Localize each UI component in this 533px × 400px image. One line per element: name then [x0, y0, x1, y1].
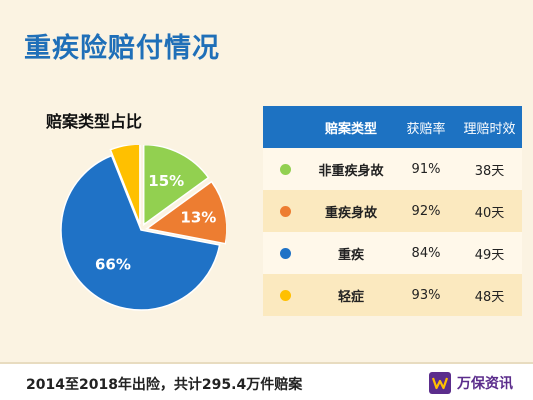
- pie-slice: [109, 145, 141, 225]
- table-header: 赔案类型 获赔率 理赔时效: [263, 106, 522, 148]
- cell-time: 49天: [474, 247, 505, 263]
- table-row: 轻症 93% 48天: [263, 274, 522, 316]
- table-row: 重疾 84% 49天: [263, 232, 522, 274]
- cell-type: 重疾: [337, 247, 364, 263]
- cell-type: 重疾身故: [324, 205, 377, 221]
- legend-dot: [279, 205, 291, 217]
- footer-bar: 2014至2018年出险，共计295.4万件赔案 万保资讯: [0, 362, 533, 400]
- legend-dot: [279, 247, 291, 259]
- pie-slice: [60, 154, 221, 311]
- chart-title: 赔案类型占比: [46, 112, 143, 131]
- pie-slice-label: 15%: [148, 172, 184, 190]
- footer-note: 2014至2018年出险，共计295.4万件赔案: [26, 377, 303, 393]
- pie-slice: [145, 180, 226, 245]
- cell-rate: 92%: [411, 203, 441, 219]
- pie-slice: [142, 145, 210, 227]
- table-row: 重疾身故 92% 40天: [263, 190, 522, 232]
- brand-logo: 万保资讯: [429, 372, 513, 394]
- page-title: 重疾险赔付情况: [24, 33, 220, 64]
- cell-time: 38天: [474, 163, 505, 179]
- brand-logo-icon: [429, 372, 451, 394]
- cell-time: 40天: [474, 205, 505, 221]
- brand-name: 万保资讯: [457, 376, 513, 392]
- cell-rate: 84%: [411, 245, 441, 261]
- cell-time: 48天: [474, 289, 505, 305]
- legend-dot: [279, 289, 291, 301]
- pie-slice-label: 13%: [180, 209, 216, 227]
- legend-dot: [279, 163, 291, 175]
- cell-rate: 91%: [411, 161, 441, 177]
- header-cell-rate: 获赔率: [406, 121, 446, 137]
- table-row: 非重疾身故 91% 38天: [263, 148, 522, 190]
- header-cell-type: 赔案类型: [324, 121, 377, 137]
- pie-chart: 15% 13% 66%: [60, 145, 226, 311]
- cell-rate: 93%: [411, 287, 441, 303]
- header-cell-time: 理赔时效: [463, 121, 516, 137]
- claims-table: 赔案类型 获赔率 理赔时效 非重疾身故 91% 38天 重疾身故 92% 40天…: [263, 106, 522, 316]
- cell-type: 轻症: [337, 289, 364, 305]
- cell-type: 非重疾身故: [318, 163, 384, 179]
- pie-slice-label: 66%: [95, 255, 131, 273]
